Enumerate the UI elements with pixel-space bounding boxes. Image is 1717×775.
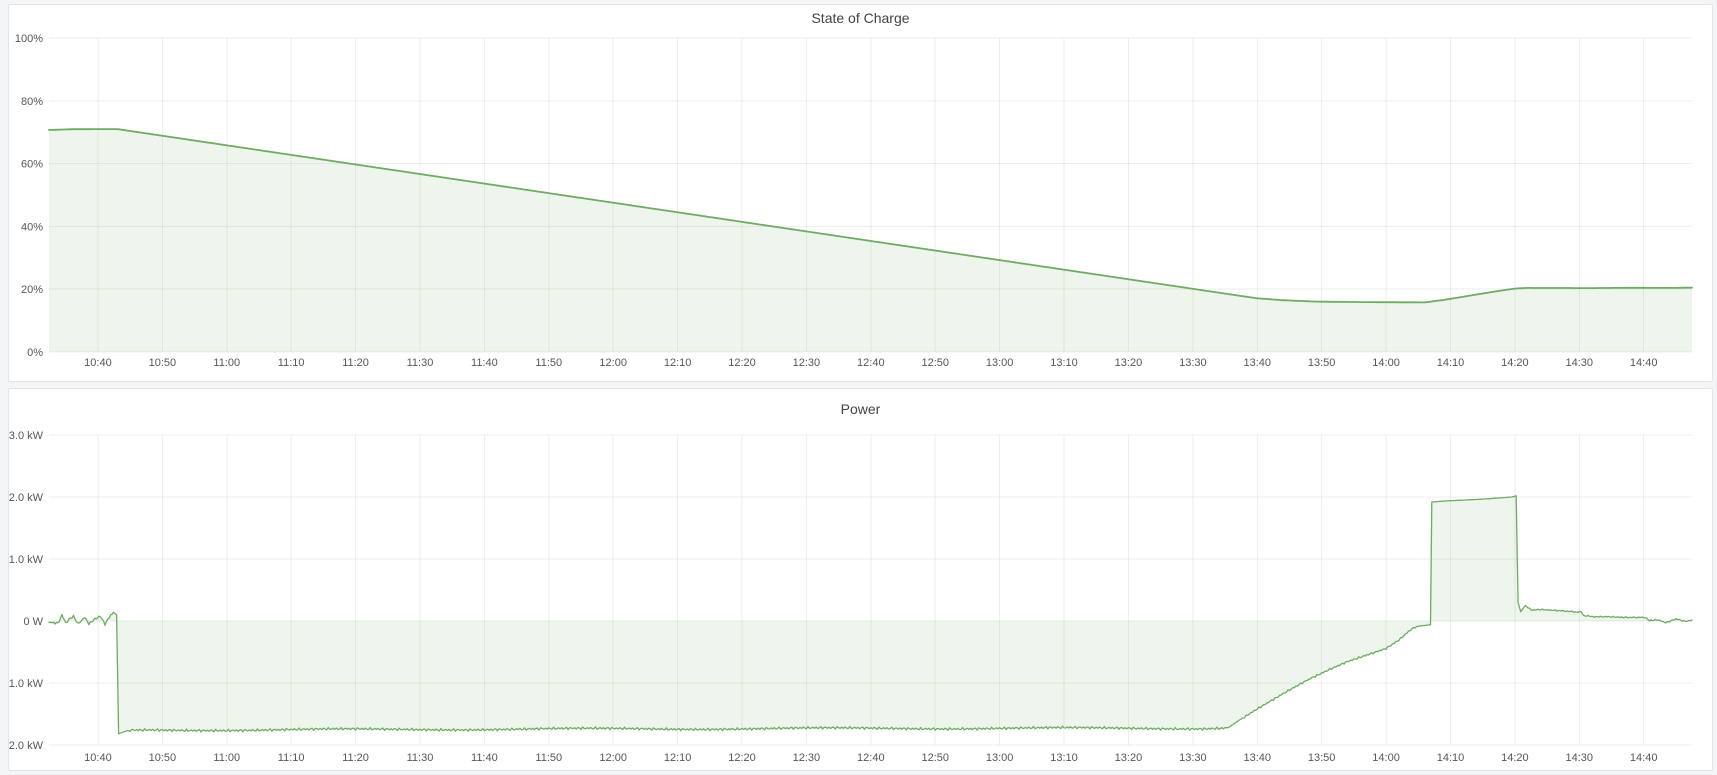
svg-text:11:10: 11:10 xyxy=(278,357,305,369)
panel-header: State of Charge xyxy=(9,5,1712,31)
svg-text:3.0 kW: 3.0 kW xyxy=(9,430,44,442)
svg-text:12:20: 12:20 xyxy=(728,357,756,369)
svg-text:80%: 80% xyxy=(21,96,43,108)
svg-text:-2.0 kW: -2.0 kW xyxy=(9,740,44,752)
svg-text:12:00: 12:00 xyxy=(599,357,627,369)
soc-chart-canvas[interactable]: 0% 20% 40% 60% 80% 100% 10:40 10:50 11:00 11:10 11… xyxy=(9,5,1712,381)
svg-text:11:30: 11:30 xyxy=(407,357,434,369)
svg-text:14:20: 14:20 xyxy=(1501,357,1529,369)
svg-text:14:10: 14:10 xyxy=(1437,357,1465,369)
series-line xyxy=(48,495,1693,735)
panel-title-state-of-charge[interactable]: State of Charge xyxy=(811,10,910,26)
y-tick-labels: 0% 20% 40% 60% 80% 100% xyxy=(15,33,43,359)
svg-text:11:10: 11:10 xyxy=(278,752,305,764)
svg-text:0 W: 0 W xyxy=(23,616,43,628)
svg-text:11:50: 11:50 xyxy=(535,752,562,764)
svg-text:10:50: 10:50 xyxy=(149,357,177,369)
svg-text:11:20: 11:20 xyxy=(342,357,369,369)
series-line xyxy=(48,128,1693,304)
svg-text:40%: 40% xyxy=(21,221,43,233)
panel-header: Power xyxy=(9,389,1712,429)
svg-text:13:30: 13:30 xyxy=(1179,357,1207,369)
svg-text:14:10: 14:10 xyxy=(1437,752,1465,764)
svg-text:13:00: 13:00 xyxy=(986,752,1014,764)
svg-text:13:40: 13:40 xyxy=(1243,752,1271,764)
svg-text:14:30: 14:30 xyxy=(1566,752,1594,764)
panel-title-power[interactable]: Power xyxy=(840,401,881,417)
y-tick-labels: -2.0 kW -1.0 kW 0 W 1.0 kW 2.0 kW 3.0 kW xyxy=(9,430,44,752)
svg-text:13:00: 13:00 xyxy=(986,357,1014,369)
svg-text:2.0 kW: 2.0 kW xyxy=(9,492,44,504)
svg-text:11:00: 11:00 xyxy=(213,357,240,369)
svg-text:12:10: 12:10 xyxy=(664,752,692,764)
svg-text:10:40: 10:40 xyxy=(84,357,112,369)
x-tick-labels: 10:40 10:50 11:00 11:10 11:20 11:30 11:40 11:50… xyxy=(84,752,1657,764)
svg-text:12:10: 12:10 xyxy=(664,357,692,369)
svg-text:13:50: 13:50 xyxy=(1308,752,1336,764)
svg-text:100%: 100% xyxy=(15,33,43,45)
svg-text:12:40: 12:40 xyxy=(857,752,885,764)
svg-text:14:00: 14:00 xyxy=(1372,357,1400,369)
svg-text:0%: 0% xyxy=(27,347,43,359)
svg-text:14:40: 14:40 xyxy=(1630,357,1658,369)
svg-text:13:10: 13:10 xyxy=(1050,752,1078,764)
series-area-fill xyxy=(49,495,1692,734)
svg-text:20%: 20% xyxy=(21,284,43,296)
svg-text:13:50: 13:50 xyxy=(1308,357,1336,369)
svg-text:12:00: 12:00 xyxy=(599,752,627,764)
svg-text:12:30: 12:30 xyxy=(793,357,821,369)
svg-text:14:00: 14:00 xyxy=(1372,752,1400,764)
svg-text:11:00: 11:00 xyxy=(213,752,240,764)
svg-text:13:30: 13:30 xyxy=(1179,752,1207,764)
series-area-fill xyxy=(49,129,1692,352)
svg-text:12:50: 12:50 xyxy=(921,752,949,764)
svg-text:12:30: 12:30 xyxy=(793,752,821,764)
gridlines xyxy=(49,434,1692,746)
svg-text:-1.0 kW: -1.0 kW xyxy=(9,678,44,690)
svg-text:14:20: 14:20 xyxy=(1501,752,1529,764)
x-tick-labels: 10:40 10:50 11:00 11:10 11:20 11:30 11:40 11:50… xyxy=(84,357,1657,369)
svg-text:60%: 60% xyxy=(21,159,43,171)
svg-text:10:50: 10:50 xyxy=(149,752,177,764)
svg-text:11:20: 11:20 xyxy=(342,752,369,764)
svg-text:13:40: 13:40 xyxy=(1243,357,1271,369)
svg-text:11:50: 11:50 xyxy=(535,357,562,369)
svg-text:11:40: 11:40 xyxy=(471,752,498,764)
svg-text:13:10: 13:10 xyxy=(1050,357,1078,369)
panel-power: Power -2.0 kW -1.0 kW 0 W 1.0 kW 2.0 kW 3.0 k… xyxy=(8,388,1713,771)
svg-text:13:20: 13:20 xyxy=(1115,357,1143,369)
svg-text:12:20: 12:20 xyxy=(728,752,756,764)
svg-text:11:30: 11:30 xyxy=(407,752,434,764)
svg-text:1.0 kW: 1.0 kW xyxy=(9,554,44,566)
svg-text:14:40: 14:40 xyxy=(1630,752,1658,764)
panel-state-of-charge: State of Charge 0% 20% 40% 60% 80% 100% 10:40 1… xyxy=(8,4,1713,382)
svg-text:12:50: 12:50 xyxy=(921,357,949,369)
power-chart-canvas[interactable]: -2.0 kW -1.0 kW 0 W 1.0 kW 2.0 kW 3.0 kW 10:40… xyxy=(9,389,1712,770)
svg-text:10:40: 10:40 xyxy=(84,752,112,764)
svg-text:11:40: 11:40 xyxy=(471,357,498,369)
svg-text:14:30: 14:30 xyxy=(1566,357,1594,369)
svg-text:13:20: 13:20 xyxy=(1115,752,1143,764)
gridlines xyxy=(49,37,1692,353)
svg-text:12:40: 12:40 xyxy=(857,357,885,369)
